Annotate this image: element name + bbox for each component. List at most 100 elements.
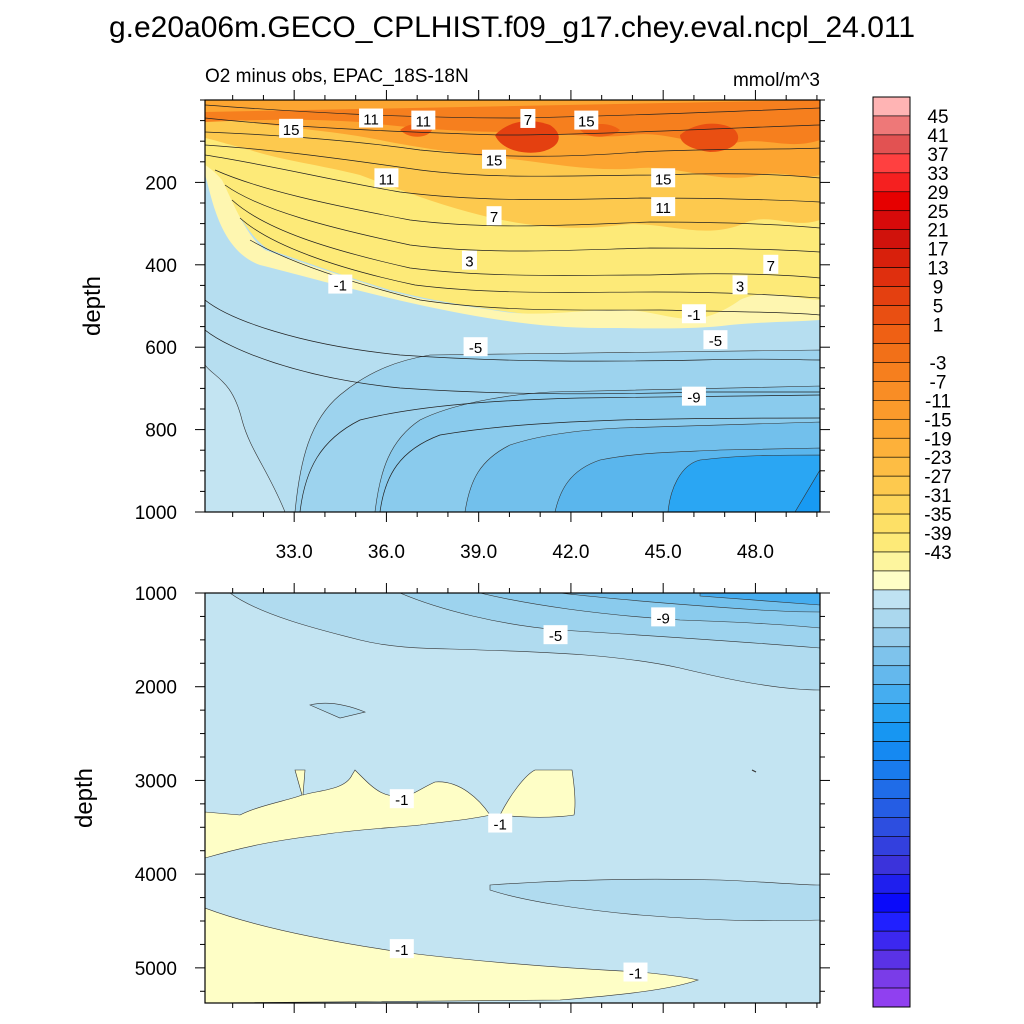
contour-label: 11 bbox=[374, 168, 399, 188]
colorbar-box bbox=[872, 418, 911, 439]
colorbar-box bbox=[872, 437, 911, 458]
contour-label: -1 bbox=[681, 304, 706, 324]
bottom-contour-labels: -9 -5 -1 -1 -1 -1 bbox=[389, 607, 676, 983]
bottom-contour-fills bbox=[205, 593, 820, 1003]
bottom-plot-frame bbox=[204, 592, 821, 1004]
colorbar-tick-label: -31 bbox=[924, 486, 951, 507]
colorbar-box bbox=[872, 608, 911, 629]
colorbar-tick-label: -11 bbox=[925, 391, 951, 412]
contour-label: 7 bbox=[520, 108, 536, 129]
top-panel: O2 minus obs, EPAC_18S-18N mmol/m^3 dept… bbox=[79, 66, 830, 563]
colorbar-box bbox=[872, 987, 911, 1008]
contour-label: 15 bbox=[482, 149, 507, 170]
colorbar-tick-label: 29 bbox=[927, 183, 948, 204]
svg-text:15: 15 bbox=[578, 114, 595, 131]
colorbar-box bbox=[872, 570, 911, 591]
contour-label: 15 bbox=[651, 168, 676, 188]
y-tick-label: 800 bbox=[145, 421, 177, 442]
svg-text:11: 11 bbox=[416, 114, 432, 131]
y-tick-label: 4000 bbox=[135, 865, 177, 886]
contour-label: 11 bbox=[651, 197, 676, 217]
colorbar-tick-label: -27 bbox=[924, 467, 951, 488]
svg-text:11: 11 bbox=[379, 171, 395, 188]
contour-label: -5 bbox=[463, 337, 488, 357]
colorbar-box bbox=[872, 873, 911, 894]
colorbar-box bbox=[872, 172, 911, 193]
colorbar-box bbox=[872, 968, 911, 989]
svg-text:7: 7 bbox=[490, 209, 498, 226]
contour-label: -9 bbox=[651, 607, 676, 627]
colorbar-box bbox=[872, 494, 911, 515]
colorbar-tick-label: -7 bbox=[930, 372, 947, 393]
x-tick-label: 48.0 bbox=[737, 542, 774, 563]
bottom-ylabel: depth bbox=[71, 768, 98, 828]
contour-label: -9 bbox=[681, 386, 706, 407]
colorbar-box bbox=[872, 703, 911, 723]
svg-text:15: 15 bbox=[283, 122, 300, 139]
contour-label: 11 bbox=[359, 108, 384, 129]
bottom-x-axis bbox=[232, 583, 818, 1013]
colorbar-box bbox=[872, 456, 911, 477]
svg-text:-1: -1 bbox=[494, 817, 507, 834]
colorbar-box bbox=[872, 381, 911, 401]
top-contour-fills bbox=[205, 100, 820, 512]
colorbar-box bbox=[872, 400, 911, 420]
colorbar-box bbox=[872, 722, 911, 742]
bottom-y-axis: 1000 2000 3000 4000 5000 bbox=[135, 584, 830, 992]
colorbar-box bbox=[872, 779, 911, 799]
contour-label: 11 bbox=[411, 110, 436, 131]
colorbar-tick-label: 45 bbox=[927, 107, 948, 128]
svg-text:-1: -1 bbox=[687, 307, 700, 324]
contour-label: -1 bbox=[328, 274, 353, 295]
y-tick-label: 200 bbox=[145, 173, 177, 194]
top-x-axis: 33.0 36.0 39.0 42.0 45.0 48.0 bbox=[232, 90, 818, 563]
top-contour-labels: 15 11 11 7 15 15 11 15 7 11 3 7 3 -1 -1 -5 -5 -9 bbox=[279, 108, 779, 407]
colorbar-tick-label: 25 bbox=[927, 202, 948, 223]
colorbar-box bbox=[872, 267, 911, 287]
x-tick-label: 42.0 bbox=[552, 542, 589, 563]
colorbar-box bbox=[872, 286, 911, 306]
svg-text:15: 15 bbox=[486, 153, 503, 170]
svg-text:-9: -9 bbox=[657, 610, 670, 627]
svg-text:-1: -1 bbox=[395, 942, 408, 959]
colorbar-box bbox=[872, 798, 911, 818]
svg-text:-1: -1 bbox=[334, 278, 347, 295]
x-tick-label: 36.0 bbox=[368, 542, 405, 563]
y-tick-label: 600 bbox=[145, 338, 177, 359]
colorbar-tick-label: -39 bbox=[924, 524, 951, 545]
colorbar-box bbox=[872, 855, 911, 875]
colorbar-tick-label: -23 bbox=[924, 448, 951, 469]
svg-text:-5: -5 bbox=[709, 333, 722, 350]
y-tick-label: 400 bbox=[145, 256, 177, 277]
colorbar-tick-label: 5 bbox=[933, 297, 944, 318]
svg-text:7: 7 bbox=[524, 112, 532, 129]
colorbar-box bbox=[872, 551, 911, 572]
colorbar-box bbox=[872, 191, 911, 212]
colorbar-box bbox=[872, 248, 911, 268]
colorbar-tick-label: -43 bbox=[924, 543, 951, 564]
colorbar-box bbox=[872, 817, 911, 837]
contour-label: -1 bbox=[623, 962, 648, 983]
colorbar-tick-label: -19 bbox=[924, 429, 951, 450]
x-tick-label: 39.0 bbox=[460, 542, 497, 563]
svg-text:-1: -1 bbox=[395, 792, 408, 809]
colorbar-tick-label: 1 bbox=[933, 316, 944, 337]
colorbar-tick-label: 37 bbox=[927, 145, 948, 166]
colorbar-tick-label: 9 bbox=[933, 278, 944, 299]
svg-text:15: 15 bbox=[655, 171, 672, 188]
colorbar-box bbox=[872, 96, 911, 117]
colorbar-box bbox=[872, 324, 911, 344]
colorbar-tick-label: 41 bbox=[927, 126, 948, 147]
contour-label: -1 bbox=[389, 789, 414, 809]
svg-text:3: 3 bbox=[465, 254, 473, 271]
colorbar-box bbox=[872, 305, 911, 325]
svg-text:-1: -1 bbox=[629, 966, 642, 983]
colorbar-box bbox=[872, 741, 911, 761]
svg-text:-5: -5 bbox=[549, 628, 562, 645]
colorbar-box bbox=[872, 930, 911, 951]
colorbar-box bbox=[872, 627, 911, 648]
colorbar-box bbox=[872, 513, 911, 534]
colorbar-box bbox=[872, 229, 911, 249]
page-title: g.e20a06m.GECO_CPLHIST.f09_g17.chey.eval… bbox=[109, 11, 915, 44]
